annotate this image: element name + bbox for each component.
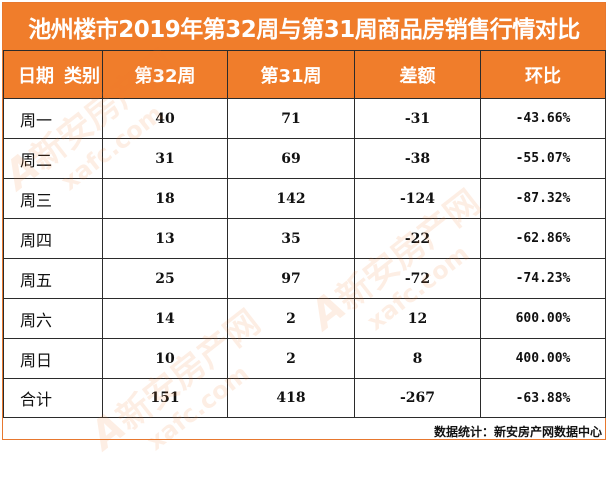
row-label: 周四 (4, 219, 103, 259)
row-label: 周六 (4, 299, 103, 339)
row-label: 周五 (4, 259, 103, 299)
cell-ratio: -43.66% (481, 99, 606, 139)
row-label: 周二 (4, 139, 103, 179)
table-row: 周五 25 97 -72 -74.23% (4, 259, 606, 299)
corner-date-label: 日期 (18, 66, 54, 87)
table-row: 周二 31 69 -38 -55.07% (4, 139, 606, 179)
cell-ratio: -63.88% (481, 379, 606, 418)
table-row: 周三 18 142 -124 -87.32% (4, 179, 606, 219)
cell-week31: 35 (228, 219, 355, 259)
table-row: 周日 10 2 8 400.00% (4, 339, 606, 379)
cell-ratio: -74.23% (481, 259, 606, 299)
table-row: 周六 14 2 12 600.00% (4, 299, 606, 339)
table-row: 周四 13 35 -22 -62.86% (4, 219, 606, 259)
row-label: 周日 (4, 339, 103, 379)
page-title: 池州楼市2019年第32周与第31周商品房销售行情对比 (3, 3, 605, 50)
cell-difference: -124 (355, 179, 481, 219)
cell-difference: 8 (355, 339, 481, 379)
cell-week32: 10 (103, 339, 228, 379)
cell-week32: 25 (103, 259, 228, 299)
cell-week31: 2 (228, 339, 355, 379)
cell-week32: 40 (103, 99, 228, 139)
total-row: 合计 151 418 -267 -63.88% (4, 379, 606, 418)
cell-ratio: 400.00% (481, 339, 606, 379)
row-label: 周三 (4, 179, 103, 219)
corner-header: 日期类别 (4, 51, 103, 99)
cell-week31: 418 (228, 379, 355, 418)
cell-week32: 31 (103, 139, 228, 179)
column-header-difference: 差额 (355, 51, 481, 99)
row-label: 合计 (4, 379, 103, 418)
cell-ratio: -62.86% (481, 219, 606, 259)
cell-ratio: -55.07% (481, 139, 606, 179)
cell-difference: -72 (355, 259, 481, 299)
column-header-week31: 第31周 (228, 51, 355, 99)
cell-week32: 13 (103, 219, 228, 259)
cell-week32: 151 (103, 379, 228, 418)
cell-week32: 18 (103, 179, 228, 219)
cell-difference: -38 (355, 139, 481, 179)
header-row: 日期类别 第32周 第31周 差额 环比 (4, 51, 606, 99)
table-row: 周一 40 71 -31 -43.66% (4, 99, 606, 139)
cell-ratio: 600.00% (481, 299, 606, 339)
cell-week31: 69 (228, 139, 355, 179)
cell-week32: 14 (103, 299, 228, 339)
corner-category-label: 类别 (64, 66, 100, 87)
cell-difference: -267 (355, 379, 481, 418)
row-label: 周一 (4, 99, 103, 139)
cell-difference: -31 (355, 99, 481, 139)
cell-week31: 97 (228, 259, 355, 299)
cell-week31: 142 (228, 179, 355, 219)
cell-difference: 12 (355, 299, 481, 339)
sales-table: 日期类别 第32周 第31周 差额 环比 周一 40 71 -31 -43.66… (3, 50, 606, 418)
cell-week31: 71 (228, 99, 355, 139)
cell-week31: 2 (228, 299, 355, 339)
column-header-ratio: 环比 (481, 51, 606, 99)
cell-ratio: -87.32% (481, 179, 606, 219)
column-header-week32: 第32周 (103, 51, 228, 99)
cell-difference: -22 (355, 219, 481, 259)
source-note: 数据统计：新安房产网数据中心 (434, 423, 602, 440)
